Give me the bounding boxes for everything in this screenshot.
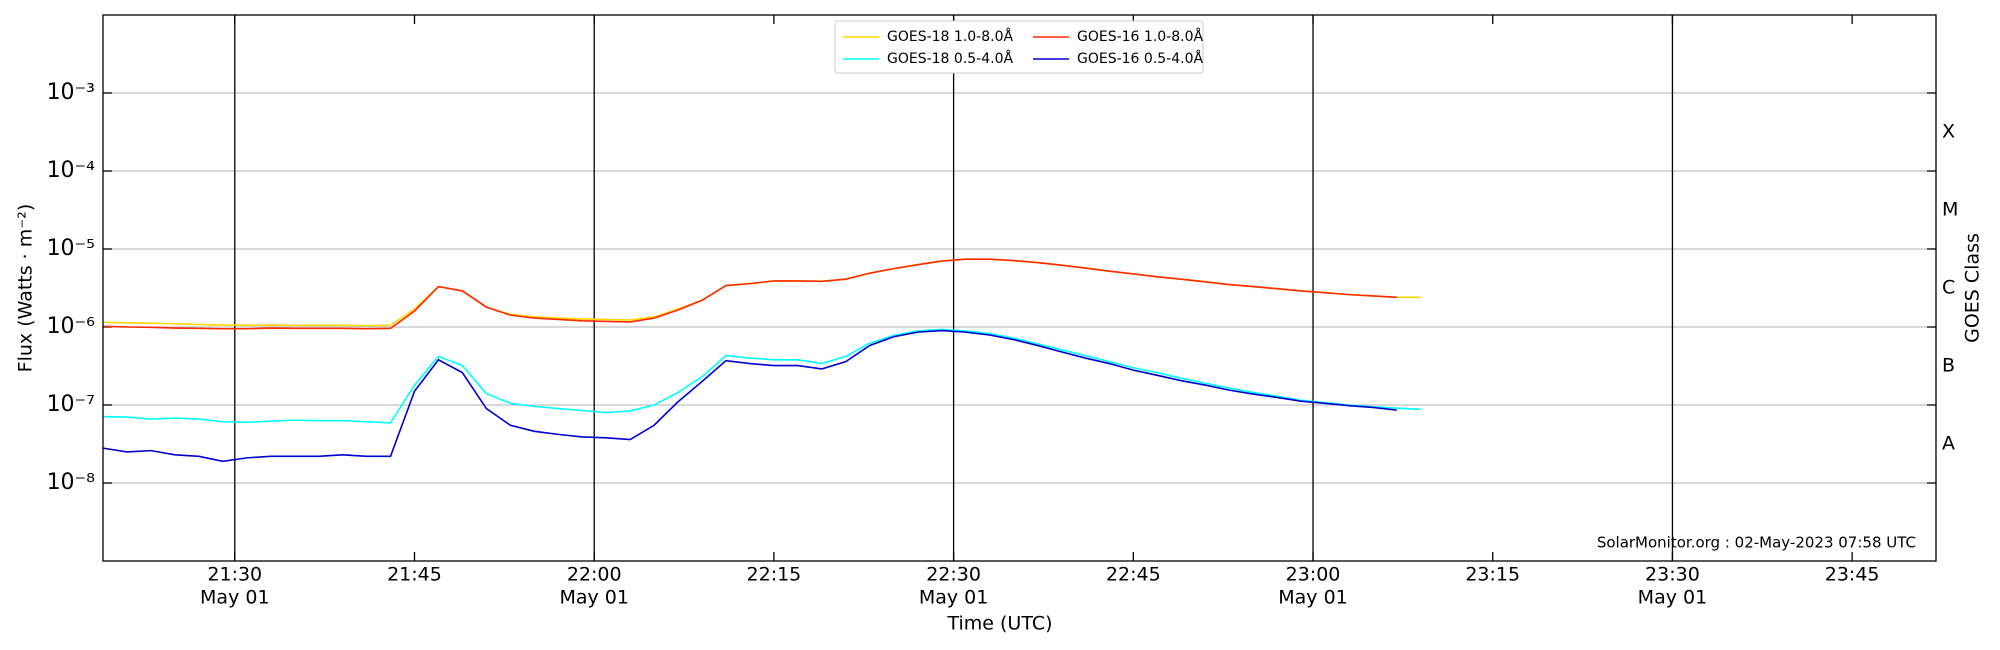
y-tick-label: 10⁻⁶ [47, 314, 96, 339]
x-tick-label: May 01 [1638, 587, 1708, 609]
y2-axis-label: GOES Class [1962, 233, 1984, 343]
x-tick-label: 23:30 [1645, 564, 1700, 586]
y2-tick-label: B [1942, 355, 1955, 377]
legend-box [834, 20, 1204, 74]
y-tick-label: 10⁻⁸ [47, 470, 96, 495]
y2-tick-label: C [1942, 277, 1955, 299]
legend-label: GOES-18 0.5-4.0Å [887, 50, 1013, 67]
series-line [102, 329, 1397, 463]
x-tick-label: 21:45 [387, 564, 442, 586]
y2-tick-label: X [1942, 121, 1955, 143]
legend-label: GOES-18 1.0-8.0Å [887, 28, 1013, 45]
y-tick-label: 10⁻⁴ [47, 158, 96, 183]
x-tick-label: May 01 [200, 587, 270, 609]
x-tick-label: 23:15 [1465, 564, 1520, 586]
x-tick-label: 22:45 [1106, 564, 1161, 586]
series-line [102, 328, 1421, 424]
y2-tick-label: M [1942, 199, 1958, 221]
x-tick-label: 23:00 [1286, 564, 1341, 586]
y2-tick-label: A [1942, 433, 1955, 455]
legend-label: GOES-16 1.0-8.0Å [1077, 28, 1203, 45]
x-tick-label: May 01 [1278, 587, 1348, 609]
annotation: SolarMonitor.org : 02-May-2023 07:58 UTC [1597, 534, 1916, 552]
y-tick-label: 10⁻⁷ [47, 392, 95, 417]
x-tick-label: May 01 [559, 587, 629, 609]
plot-frame [102, 14, 1937, 562]
x-tick-label: 23:45 [1825, 564, 1880, 586]
x-axis-label: Time (UTC) [946, 613, 1052, 635]
legend: GOES-18 1.0-8.0Å GOES-18 0.5-4.0Å GOES-16 … [834, 20, 1204, 74]
x-tick-label: 21:30 [207, 564, 262, 586]
x-tick-label: May 01 [919, 587, 989, 609]
series-line [102, 258, 1397, 330]
x-tick-label: 22:00 [567, 564, 622, 586]
legend-label: GOES-16 0.5-4.0Å [1077, 50, 1203, 67]
y-tick-label: 10⁻⁵ [47, 236, 95, 261]
x-tick-label: 22:30 [926, 564, 981, 586]
x-tick-label: 22:15 [747, 564, 802, 586]
y-axis-label: Flux (Watts · m⁻²) [15, 204, 37, 373]
series-line [102, 258, 1421, 327]
y-tick-label: 10⁻³ [47, 80, 95, 105]
